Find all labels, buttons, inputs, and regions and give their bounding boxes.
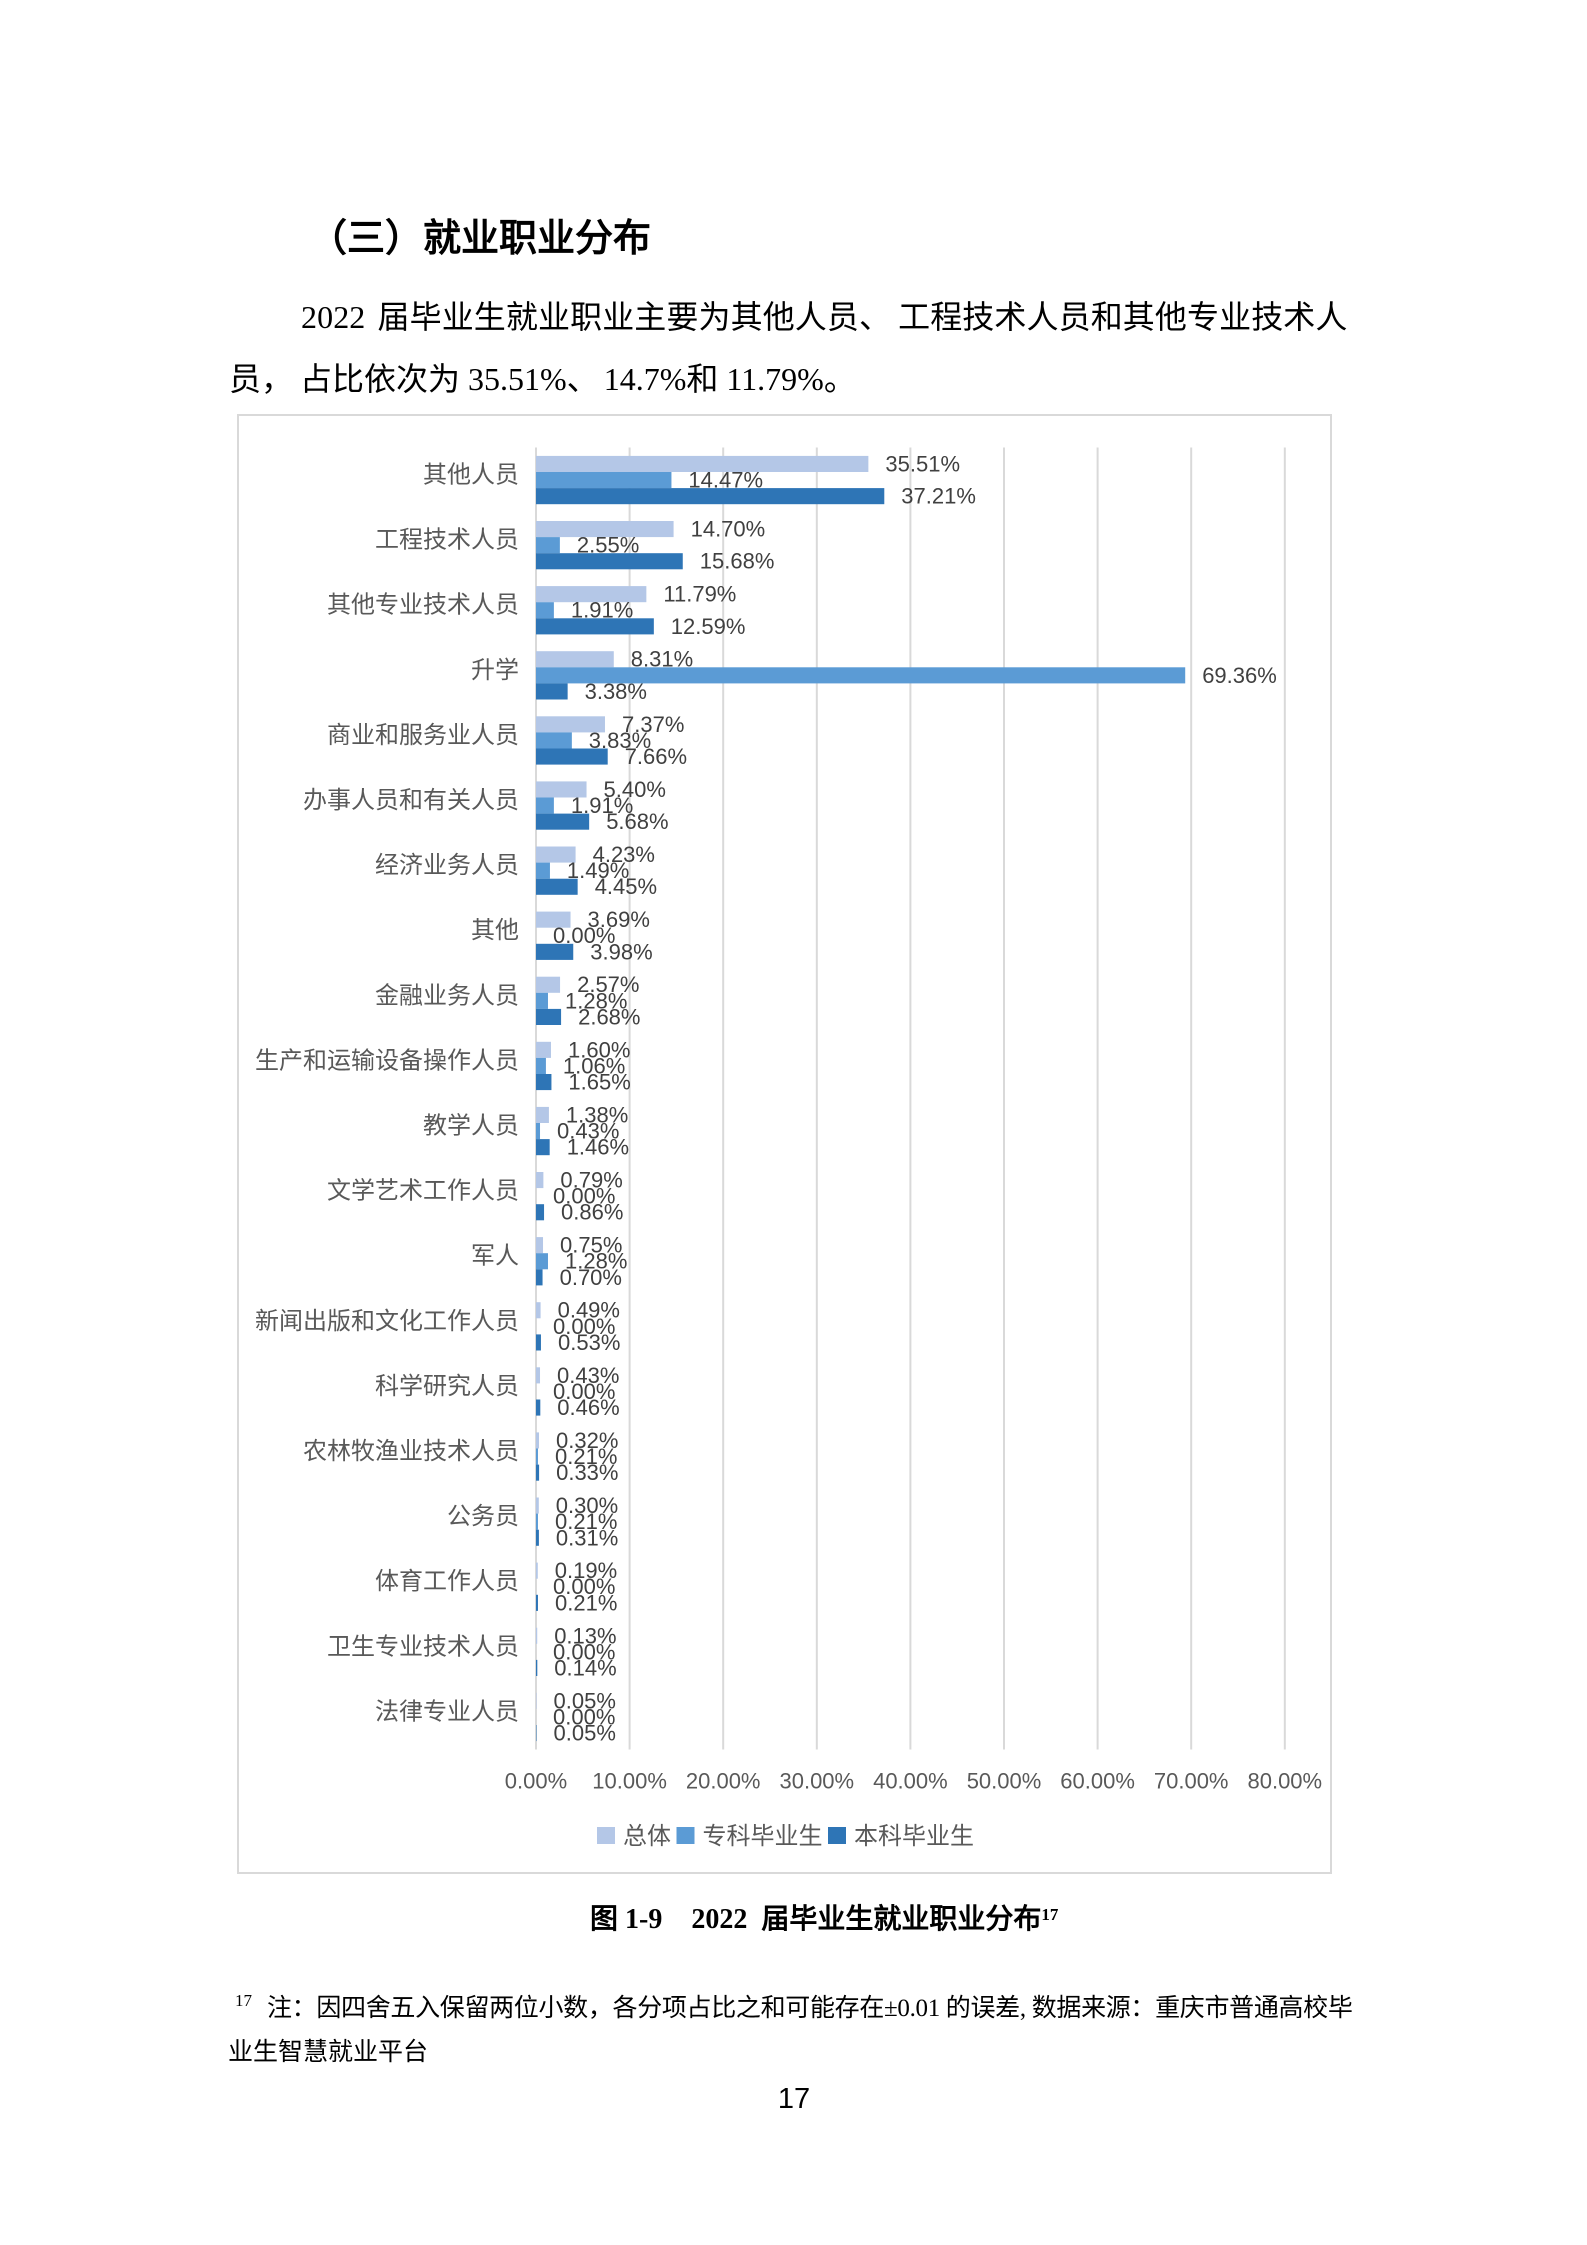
svg-text:3.69%: 3.69%: [588, 907, 650, 932]
svg-text:20.00%: 20.00%: [686, 1769, 761, 1794]
svg-text:1.46%: 1.46%: [567, 1135, 629, 1160]
svg-text:3.98%: 3.98%: [590, 939, 652, 964]
svg-text:2.57%: 2.57%: [577, 972, 639, 997]
svg-text:5.40%: 5.40%: [604, 777, 666, 802]
svg-text:70.00%: 70.00%: [1154, 1769, 1229, 1794]
svg-text:1.28%: 1.28%: [565, 988, 627, 1013]
svg-text:15.68%: 15.68%: [700, 549, 775, 574]
svg-text:5.68%: 5.68%: [606, 809, 668, 834]
svg-text:专科毕业生: 专科毕业生: [703, 1823, 823, 1850]
svg-text:升学: 升学: [471, 657, 519, 684]
svg-text:1.06%: 1.06%: [563, 1054, 625, 1079]
svg-text:0.00%: 0.00%: [553, 1184, 615, 1209]
svg-text:0.31%: 0.31%: [556, 1525, 618, 1550]
svg-text:0.53%: 0.53%: [558, 1330, 620, 1355]
svg-text:0.43%: 0.43%: [557, 1119, 619, 1144]
svg-text:体育工作人员: 体育工作人员: [375, 1568, 519, 1595]
svg-text:11.79%: 11.79%: [663, 582, 736, 607]
svg-text:14.70%: 14.70%: [691, 517, 766, 542]
svg-text:0.00%: 0.00%: [553, 1314, 615, 1339]
svg-text:0.21%: 0.21%: [555, 1590, 617, 1615]
svg-text:1.28%: 1.28%: [565, 1249, 627, 1274]
svg-text:30.00%: 30.00%: [779, 1769, 854, 1794]
svg-text:1.38%: 1.38%: [566, 1103, 628, 1128]
svg-text:37.21%: 37.21%: [901, 484, 976, 509]
svg-text:农林牧渔业技术人员: 农林牧渔业技术人员: [303, 1438, 519, 1465]
svg-text:其他: 其他: [471, 917, 519, 944]
svg-text:本科毕业生: 本科毕业生: [854, 1823, 974, 1850]
svg-text:4.23%: 4.23%: [593, 842, 655, 867]
svg-text:0.14%: 0.14%: [554, 1656, 616, 1681]
svg-text:金融业务人员: 金融业务人员: [375, 982, 519, 1009]
svg-text:7.37%: 7.37%: [622, 712, 684, 737]
svg-text:商业和服务业人员: 商业和服务业人员: [327, 722, 519, 749]
svg-text:其他专业技术人员: 其他专业技术人员: [327, 592, 519, 619]
svg-text:新闻出版和文化工作人员: 新闻出版和文化工作人员: [255, 1308, 519, 1335]
svg-text:0.00%: 0.00%: [553, 1639, 615, 1664]
svg-text:4.45%: 4.45%: [595, 874, 657, 899]
svg-text:2.68%: 2.68%: [578, 1004, 640, 1029]
svg-text:0.19%: 0.19%: [555, 1558, 617, 1583]
svg-text:其他人员: 其他人员: [423, 462, 519, 489]
svg-text:科学研究人员: 科学研究人员: [375, 1373, 519, 1400]
svg-text:生产和运输设备操作人员: 生产和运输设备操作人员: [255, 1048, 519, 1075]
svg-text:0.05%: 0.05%: [554, 1688, 616, 1713]
svg-text:0.49%: 0.49%: [558, 1298, 620, 1323]
svg-text:0.30%: 0.30%: [556, 1493, 618, 1518]
svg-text:60.00%: 60.00%: [1060, 1769, 1135, 1794]
svg-text:0.46%: 0.46%: [557, 1395, 619, 1420]
svg-text:12.59%: 12.59%: [671, 614, 746, 639]
svg-text:0.00%: 0.00%: [553, 1379, 615, 1404]
svg-text:7.66%: 7.66%: [625, 744, 687, 769]
svg-text:50.00%: 50.00%: [967, 1769, 1042, 1794]
svg-text:0.33%: 0.33%: [556, 1460, 618, 1485]
svg-text:0.21%: 0.21%: [555, 1509, 617, 1534]
svg-text:0.86%: 0.86%: [561, 1200, 623, 1225]
svg-text:0.70%: 0.70%: [560, 1265, 622, 1290]
svg-text:文学艺术工作人员: 文学艺术工作人员: [327, 1178, 519, 1205]
svg-text:0.05%: 0.05%: [554, 1721, 616, 1746]
svg-text:35.51%: 35.51%: [885, 451, 960, 476]
svg-text:卫生专业技术人员: 卫生专业技术人员: [327, 1633, 519, 1660]
svg-text:1.60%: 1.60%: [568, 1037, 630, 1062]
svg-text:军人: 军人: [471, 1243, 519, 1270]
svg-text:0.00%: 0.00%: [553, 1704, 615, 1729]
svg-text:0.79%: 0.79%: [560, 1168, 622, 1193]
svg-text:10.00%: 10.00%: [592, 1769, 667, 1794]
svg-text:0.00%: 0.00%: [553, 1574, 615, 1599]
svg-text:办事人员和有关人员: 办事人员和有关人员: [303, 787, 519, 814]
svg-text:0.00%: 0.00%: [505, 1769, 567, 1794]
svg-text:经济业务人员: 经济业务人员: [375, 852, 519, 879]
svg-text:3.38%: 3.38%: [585, 679, 647, 704]
svg-text:1.65%: 1.65%: [568, 1070, 630, 1095]
svg-text:法律专业人员: 法律专业人员: [375, 1698, 519, 1725]
svg-text:公务员: 公务员: [447, 1503, 519, 1530]
svg-text:80.00%: 80.00%: [1247, 1769, 1322, 1794]
svg-text:0.13%: 0.13%: [554, 1623, 616, 1648]
svg-text:工程技术人员: 工程技术人员: [375, 527, 519, 554]
svg-text:0.32%: 0.32%: [556, 1428, 618, 1453]
svg-text:0.21%: 0.21%: [555, 1444, 617, 1469]
svg-text:69.36%: 69.36%: [1202, 663, 1277, 688]
svg-text:0.75%: 0.75%: [560, 1233, 622, 1258]
svg-text:总体: 总体: [623, 1823, 671, 1850]
svg-text:0.43%: 0.43%: [557, 1363, 619, 1388]
svg-text:40.00%: 40.00%: [873, 1769, 948, 1794]
svg-text:教学人员: 教学人员: [423, 1113, 519, 1140]
